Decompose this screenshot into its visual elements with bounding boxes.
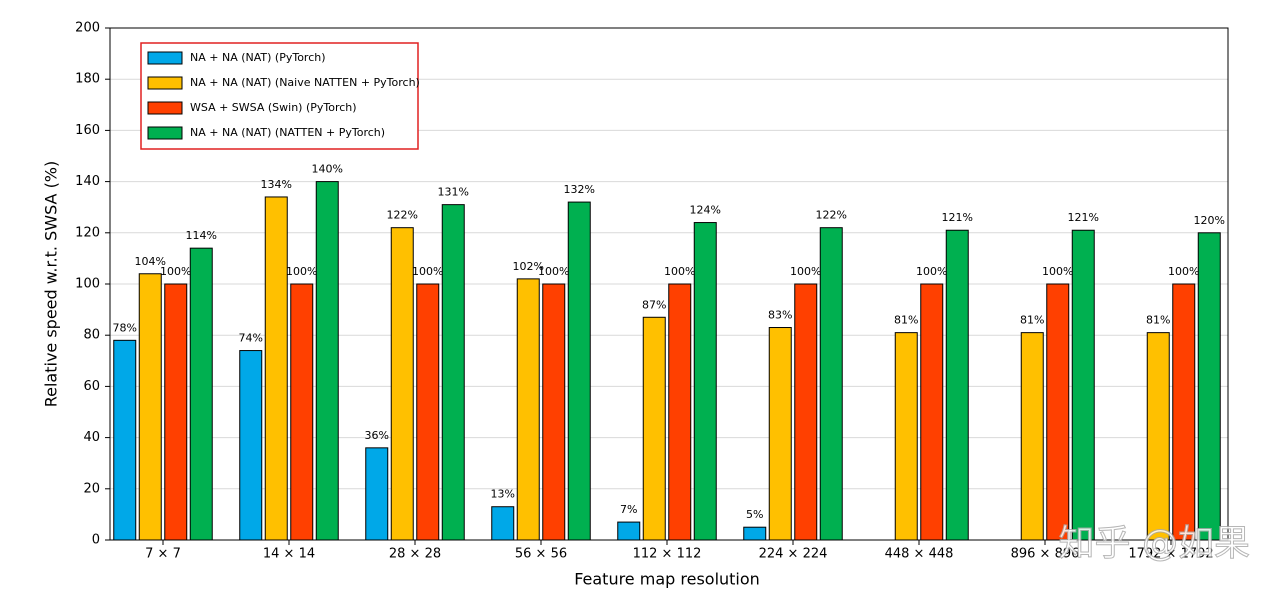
value-label: 121% [942, 211, 973, 224]
value-label: 13% [491, 488, 515, 501]
bar [567, 201, 591, 541]
legend-swatch [147, 51, 183, 65]
bar [113, 339, 137, 541]
value-label: 121% [1068, 211, 1099, 224]
y-axis-label: Relative speed w.r.t. SWSA (%) [42, 161, 61, 408]
value-label: 36% [365, 429, 389, 442]
bar [491, 506, 515, 541]
value-label: 100% [664, 265, 695, 278]
value-label: 100% [1168, 265, 1199, 278]
x-tick-label: 1792 × 1792 [1128, 547, 1213, 562]
bar [290, 283, 314, 541]
y-tick-label: 60 [83, 379, 100, 394]
y-tick-label: 180 [75, 72, 100, 87]
y-tick-label: 140 [75, 174, 100, 189]
value-label: 140% [312, 163, 343, 176]
value-label: 132% [564, 183, 595, 196]
value-label: 114% [186, 229, 217, 242]
bar [794, 283, 818, 541]
watermark: 知乎 @如果 [1059, 523, 1250, 564]
value-label: 100% [286, 265, 317, 278]
bar [416, 283, 440, 541]
x-tick-label: 224 × 224 [759, 547, 828, 562]
bar [365, 447, 389, 541]
legend-label: NA + NA (NAT) (PyTorch) [190, 51, 326, 64]
value-label: 78% [113, 321, 137, 334]
bar [441, 204, 465, 541]
value-label: 81% [1020, 314, 1044, 327]
legend-label: NA + NA (NAT) (Naive NATTEN + PyTorch) [190, 76, 420, 89]
legend-label: NA + NA (NAT) (NATTEN + PyTorch) [190, 126, 385, 139]
value-label: 104% [135, 255, 166, 268]
value-label: 81% [1146, 314, 1170, 327]
bar [693, 222, 717, 541]
bar [1146, 332, 1170, 541]
value-label: 100% [412, 265, 443, 278]
legend-swatch [147, 76, 183, 90]
legend-swatch [147, 101, 183, 115]
y-tick-label: 200 [75, 21, 100, 36]
x-axis-label: Feature map resolution [574, 570, 760, 589]
x-tick-label: 896 × 896 [1011, 547, 1080, 562]
bar [617, 521, 641, 541]
value-label: 134% [261, 178, 292, 191]
bar [819, 227, 843, 541]
y-tick-label: 0 [92, 533, 100, 548]
value-label: 5% [746, 508, 763, 521]
bar [189, 247, 213, 541]
value-label: 100% [916, 265, 947, 278]
x-tick-label: 56 × 56 [515, 547, 567, 562]
legend-swatch [147, 126, 183, 140]
value-label: 131% [438, 186, 469, 199]
bar [1197, 232, 1221, 541]
bar [239, 350, 263, 541]
x-tick-label: 7 × 7 [145, 547, 181, 562]
value-label: 7% [620, 503, 637, 516]
value-label: 74% [239, 332, 263, 345]
bar [164, 283, 188, 541]
bar [516, 278, 540, 541]
value-label: 120% [1194, 214, 1225, 227]
x-tick-label: 112 × 112 [633, 547, 702, 562]
y-tick-label: 160 [75, 123, 100, 138]
y-tick-label: 80 [83, 328, 100, 343]
value-label: 100% [1042, 265, 1073, 278]
y-tick-label: 120 [75, 225, 100, 240]
bar [1020, 332, 1044, 541]
x-tick-label: 14 × 14 [263, 547, 315, 562]
value-label: 122% [387, 209, 418, 222]
bar [315, 181, 339, 541]
bar [668, 283, 692, 541]
value-label: 102% [513, 260, 544, 273]
value-label: 100% [790, 265, 821, 278]
bar [768, 327, 792, 541]
value-label: 81% [894, 314, 918, 327]
y-tick-label: 20 [83, 481, 100, 496]
bar [1071, 229, 1095, 541]
bar [920, 283, 944, 541]
x-tick-label: 448 × 448 [885, 547, 954, 562]
legend-label: WSA + SWSA (Swin) (PyTorch) [190, 101, 357, 114]
x-tick-label: 28 × 28 [389, 547, 441, 562]
bar [642, 316, 666, 541]
y-tick-label: 100 [75, 277, 100, 292]
bar [542, 283, 566, 541]
value-label: 122% [816, 209, 847, 222]
bar [1046, 283, 1070, 541]
value-label: 100% [538, 265, 569, 278]
legend-box [140, 42, 419, 150]
bar [390, 227, 414, 541]
value-label: 83% [768, 309, 792, 322]
bar [264, 196, 288, 541]
value-label: 124% [690, 204, 721, 217]
value-label: 100% [160, 265, 191, 278]
bar [945, 229, 969, 541]
bar [894, 332, 918, 541]
y-tick-label: 40 [83, 430, 100, 445]
value-label: 87% [642, 298, 666, 311]
bar [743, 526, 767, 541]
bar [138, 273, 162, 541]
bar [1172, 283, 1196, 541]
